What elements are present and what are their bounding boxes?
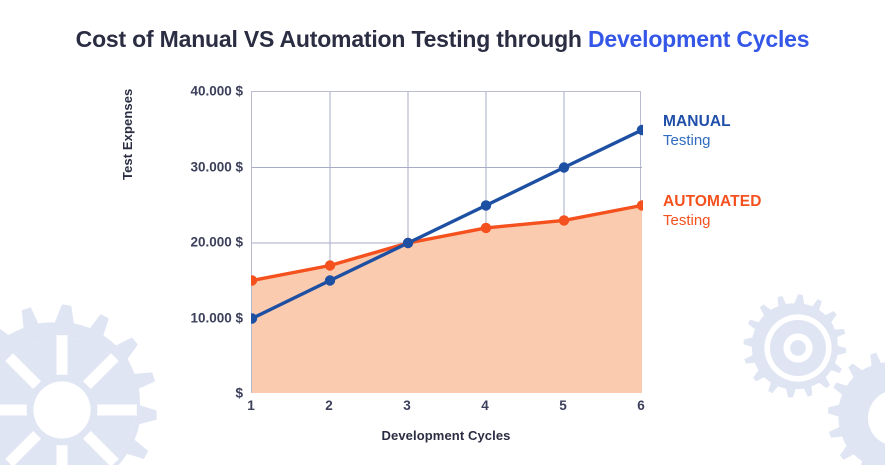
legend-manual-name: MANUAL <box>663 113 731 130</box>
x-tick-3: 3 <box>403 398 411 413</box>
manual-line <box>251 128 643 321</box>
legend-item-automated: AUTOMATED Testing <box>663 192 762 231</box>
plot-area <box>251 91 643 393</box>
automated-line <box>251 203 643 283</box>
automated-area-fill <box>252 205 642 393</box>
legend-automated-sub: Testing <box>663 212 711 229</box>
y-tick-20000: 20.000 $ <box>190 234 243 250</box>
legend-manual-sub: Testing <box>663 132 711 149</box>
manual-markers <box>251 124 643 324</box>
x-tick-2: 2 <box>325 398 333 413</box>
x-axis-title: Development Cycles <box>381 428 511 443</box>
x-tick-4: 4 <box>481 398 489 413</box>
y-tick-0: $ <box>235 385 243 401</box>
y-axis-tick-labels: $ 10.000 $ 20.000 $ 30.000 $ 40.000 $ <box>121 84 243 401</box>
x-axis-tick-labels: 1 2 3 4 5 6 <box>247 398 645 420</box>
y-tick-10000: 10.000 $ <box>190 310 243 325</box>
chart-title-main: Cost of Manual VS Automation Testing thr… <box>75 26 588 52</box>
plot-svg <box>251 92 643 393</box>
x-tick-5: 5 <box>559 398 567 413</box>
y-tick-30000: 30.000 $ <box>190 159 243 174</box>
chart-title-accent: Development Cycles <box>587 26 810 52</box>
x-tick-1: 1 <box>247 398 255 413</box>
legend-automated-name: AUTOMATED <box>663 193 762 210</box>
x-tick-6: 6 <box>637 398 645 413</box>
legend-item-manual: MANUAL Testing <box>663 112 731 151</box>
chart-title: Cost of Manual VS Automation Testing thr… <box>0 26 885 53</box>
y-tick-40000: 40.000 $ <box>190 83 243 99</box>
